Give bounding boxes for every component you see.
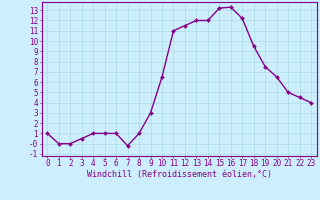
X-axis label: Windchill (Refroidissement éolien,°C): Windchill (Refroidissement éolien,°C) — [87, 170, 272, 179]
